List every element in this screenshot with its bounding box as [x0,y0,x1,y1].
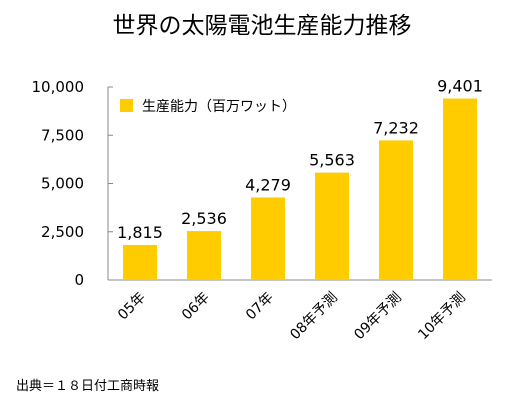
y-tick-label: 7,500 [41,126,84,144]
x-tick-label: 10年予測 [415,290,469,344]
y-axis: 0 2,500 5,000 7,500 10,000 [32,78,113,289]
data-label: 2,536 [181,209,227,228]
legend-swatch [120,99,133,112]
x-axis: 05年 06年 07年 08年予測 09年予測 10年予測 [108,279,492,344]
bars [123,98,477,280]
bar [379,140,413,280]
chart-title: 世界の太陽電池生産能力推移 [113,13,412,39]
bar [443,98,477,280]
x-tick-label: 06年 [179,290,213,324]
data-label: 1,815 [117,223,163,242]
data-labels: 1,815 2,536 4,279 5,563 7,232 9,401 [117,77,483,242]
data-label: 9,401 [437,77,483,96]
x-tick-label: 09年予測 [351,290,405,344]
y-tick-label: 5,000 [41,175,84,193]
y-tick-label: 2,500 [41,223,84,241]
legend-label: 生産能力（百万ワット） [142,99,296,115]
data-label: 5,563 [309,151,355,170]
x-tick-label: 05年 [115,290,149,324]
bar [315,172,349,280]
legend: 生産能力（百万ワット） [120,99,296,115]
x-tick-label: 07年 [243,290,277,324]
source-note: 出典＝１８日付工商時報 [16,379,160,394]
x-tick-label: 08年予測 [287,290,341,344]
bar [187,231,221,280]
bar [251,197,285,280]
data-label: 4,279 [245,175,291,194]
bar [123,244,157,280]
data-label: 7,232 [373,118,419,137]
y-tick-label: 0 [74,271,84,289]
y-tick-label: 10,000 [32,78,85,96]
